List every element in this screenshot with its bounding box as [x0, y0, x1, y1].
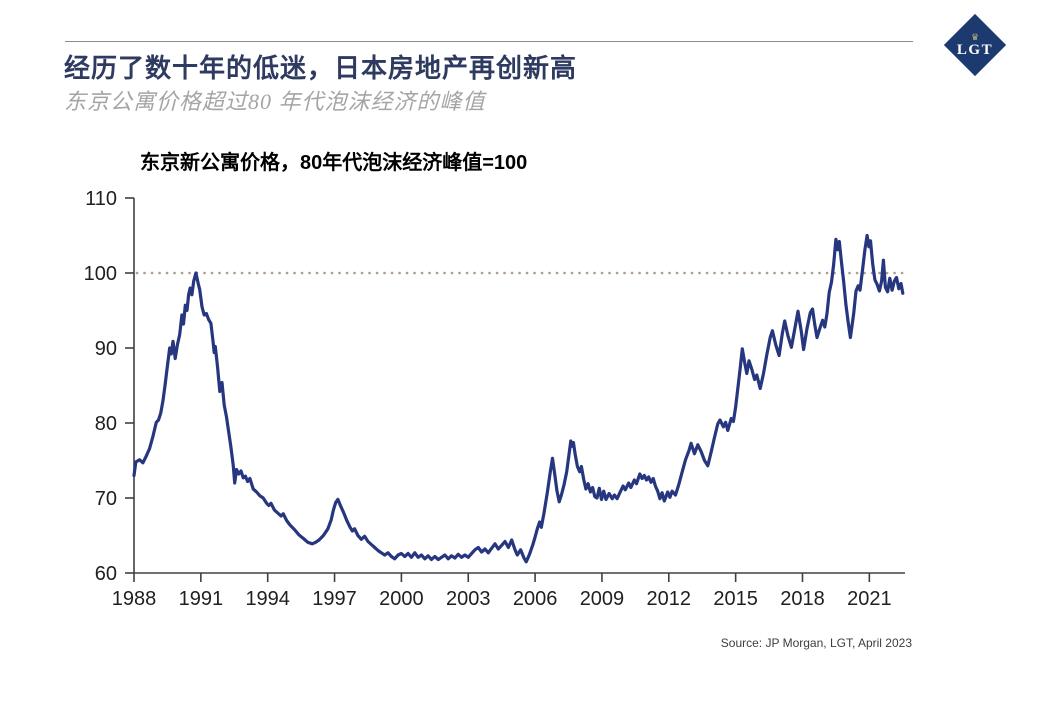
- page-title: 经历了数十年的低迷，日本房地产再创新高: [64, 54, 578, 83]
- x-tick-label: 2006: [513, 588, 558, 610]
- chart-title: 东京新公寓价格，80年代泡沫经济峰值=100: [140, 152, 528, 174]
- y-tick-label: 80: [95, 413, 117, 435]
- x-tick-label: 1994: [245, 588, 290, 610]
- source-note: Source: JP Morgan, LGT, April 2023: [720, 636, 912, 650]
- x-tick-label: 1997: [312, 588, 357, 610]
- y-tick-label: 60: [95, 563, 117, 585]
- axes: [133, 198, 905, 574]
- x-tick-label: 2000: [379, 588, 424, 610]
- x-tick-label: 2015: [713, 588, 758, 610]
- price-line: [132, 233, 905, 564]
- x-tick-label: 2021: [847, 588, 892, 610]
- header-divider: [65, 41, 913, 42]
- y-tick-label: 110: [85, 188, 117, 210]
- x-tick-label: 2018: [780, 588, 825, 610]
- page-subtitle: 东京公寓价格超过80 年代泡沫经济的峰值: [64, 89, 486, 114]
- x-tick-label: 1991: [179, 588, 224, 610]
- x-tick-label: 1988: [112, 588, 157, 610]
- x-tick-label: 2012: [647, 588, 692, 610]
- y-tick-label: 100: [84, 263, 117, 285]
- x-tick-label: 2009: [580, 588, 625, 610]
- x-tick-label: 2003: [446, 588, 491, 610]
- y-tick-label: 90: [95, 338, 117, 360]
- y-tick-label: 70: [95, 488, 117, 510]
